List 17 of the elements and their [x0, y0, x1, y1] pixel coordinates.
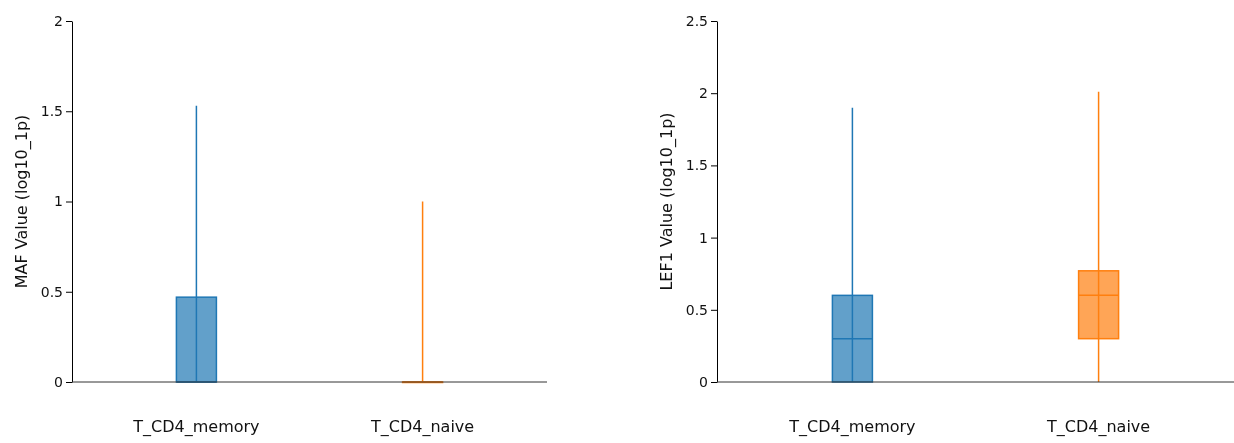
y-axis-title: LEF1 Value (log10_1p) — [657, 112, 677, 291]
y-tick-label: 0.5 — [685, 301, 708, 318]
y-tick-label: 1.5 — [40, 103, 63, 120]
y-tick-label: 2 — [54, 12, 63, 29]
x-tick-label: T_CD4_naive — [1046, 417, 1151, 437]
x-tick-label: T_CD4_naive — [370, 417, 475, 437]
y-tick-label: 1 — [699, 229, 708, 246]
y-tick-label: 2.5 — [685, 12, 708, 29]
y-tick-label: 0 — [699, 373, 708, 390]
y-tick-label: 1 — [54, 193, 63, 210]
y-tick-label: 0 — [54, 373, 63, 390]
y-tick-label: 1.5 — [685, 157, 708, 174]
y-tick-label: 0.5 — [40, 283, 63, 300]
x-tick-label: T_CD4_memory — [132, 417, 260, 437]
x-tick-label: T_CD4_memory — [788, 417, 916, 437]
y-tick-label: 2 — [699, 85, 708, 102]
y-axis-title: MAF Value (log10_1p) — [12, 114, 32, 289]
